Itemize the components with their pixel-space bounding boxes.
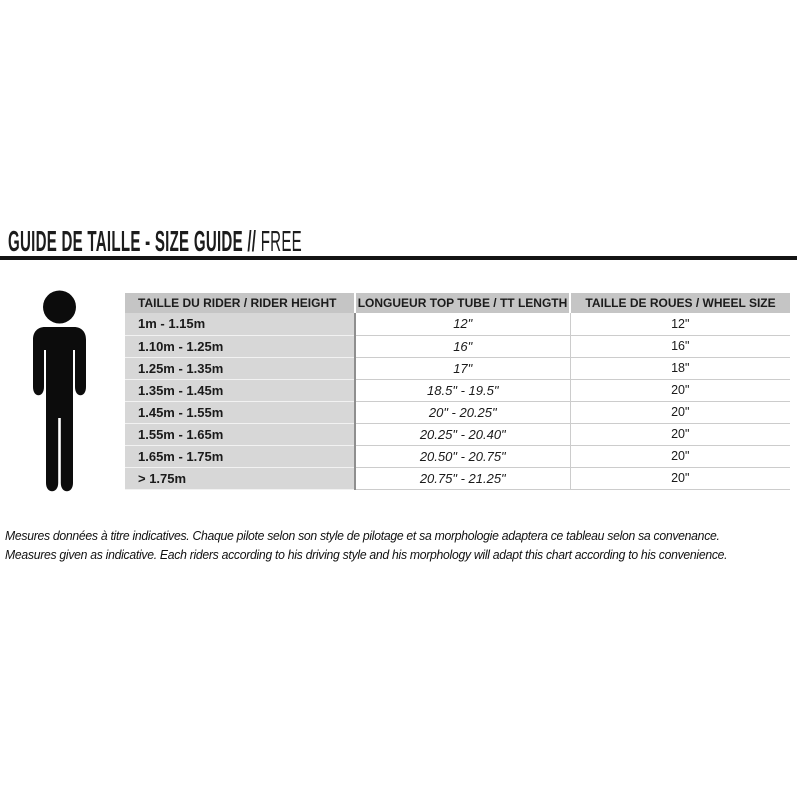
cell-wheel-size: 20" bbox=[570, 379, 790, 402]
footnote: Mesures données à titre indicatives. Cha… bbox=[5, 527, 776, 565]
cell-tt-length: 16" bbox=[355, 335, 571, 358]
cell-wheel-size: 20" bbox=[570, 401, 790, 424]
cell-rider-height: 1.55m - 1.65m bbox=[125, 423, 356, 446]
cell-tt-length: 18.5" - 19.5" bbox=[355, 379, 571, 402]
cell-rider-height: 1.25m - 1.35m bbox=[125, 357, 356, 380]
title-divider bbox=[0, 256, 797, 260]
cell-tt-length: 20.50" - 20.75" bbox=[355, 445, 571, 468]
cell-rider-height: 1.35m - 1.45m bbox=[125, 379, 356, 402]
page-title-main: GUIDE DE TAILLE - SIZE GUIDE // bbox=[8, 226, 257, 258]
table-row: 1.10m - 1.25m 16" 16" bbox=[125, 335, 790, 358]
cell-wheel-size: 16" bbox=[570, 335, 790, 358]
header-wheel-size: TAILLE DE ROUES / WHEEL SIZE bbox=[570, 293, 790, 313]
cell-wheel-size: 12" bbox=[570, 313, 790, 336]
table-row: 1.25m - 1.35m 17" 18" bbox=[125, 357, 790, 380]
cell-rider-height: 1.45m - 1.55m bbox=[125, 401, 356, 424]
table-row: 1.35m - 1.45m 18.5" - 19.5" 20" bbox=[125, 379, 790, 402]
rider-man-icon bbox=[18, 288, 101, 496]
footnote-french: Mesures données à titre indicatives. Cha… bbox=[5, 529, 720, 543]
header-rider-height: TAILLE DU RIDER / RIDER HEIGHT bbox=[125, 293, 356, 313]
table-row: 1.65m - 1.75m 20.50" - 20.75" 20" bbox=[125, 445, 790, 468]
table-row: 1m - 1.15m 12" 12" bbox=[125, 313, 790, 336]
table-row: 1.45m - 1.55m 20" - 20.25" 20" bbox=[125, 401, 790, 424]
cell-rider-height: 1m - 1.15m bbox=[125, 313, 356, 336]
header-tt-length: LONGUEUR TOP TUBE / TT LENGTH bbox=[355, 293, 571, 313]
page-title: GUIDE DE TAILLE - SIZE GUIDE // FREE bbox=[8, 226, 302, 259]
cell-tt-length: 20" - 20.25" bbox=[355, 401, 571, 424]
table-row: > 1.75m 20.75" - 21.25" 20" bbox=[125, 467, 790, 490]
footnote-english: Measures given as indicative. Each rider… bbox=[5, 548, 728, 562]
size-guide-table: TAILLE DU RIDER / RIDER HEIGHT LONGUEUR … bbox=[125, 293, 790, 490]
cell-rider-height: 1.10m - 1.25m bbox=[125, 335, 356, 358]
cell-tt-length: 12" bbox=[355, 313, 571, 336]
cell-rider-height: > 1.75m bbox=[125, 467, 356, 490]
cell-wheel-size: 20" bbox=[570, 467, 790, 490]
cell-wheel-size: 18" bbox=[570, 357, 790, 380]
cell-tt-length: 20.25" - 20.40" bbox=[355, 423, 571, 446]
cell-tt-length: 20.75" - 21.25" bbox=[355, 467, 571, 490]
cell-wheel-size: 20" bbox=[570, 445, 790, 468]
table-row: 1.55m - 1.65m 20.25" - 20.40" 20" bbox=[125, 423, 790, 446]
cell-tt-length: 17" bbox=[355, 357, 571, 380]
cell-wheel-size: 20" bbox=[570, 423, 790, 446]
page-title-suffix: FREE bbox=[260, 226, 302, 258]
cell-rider-height: 1.65m - 1.75m bbox=[125, 445, 356, 468]
table-header-row: TAILLE DU RIDER / RIDER HEIGHT LONGUEUR … bbox=[125, 293, 790, 313]
